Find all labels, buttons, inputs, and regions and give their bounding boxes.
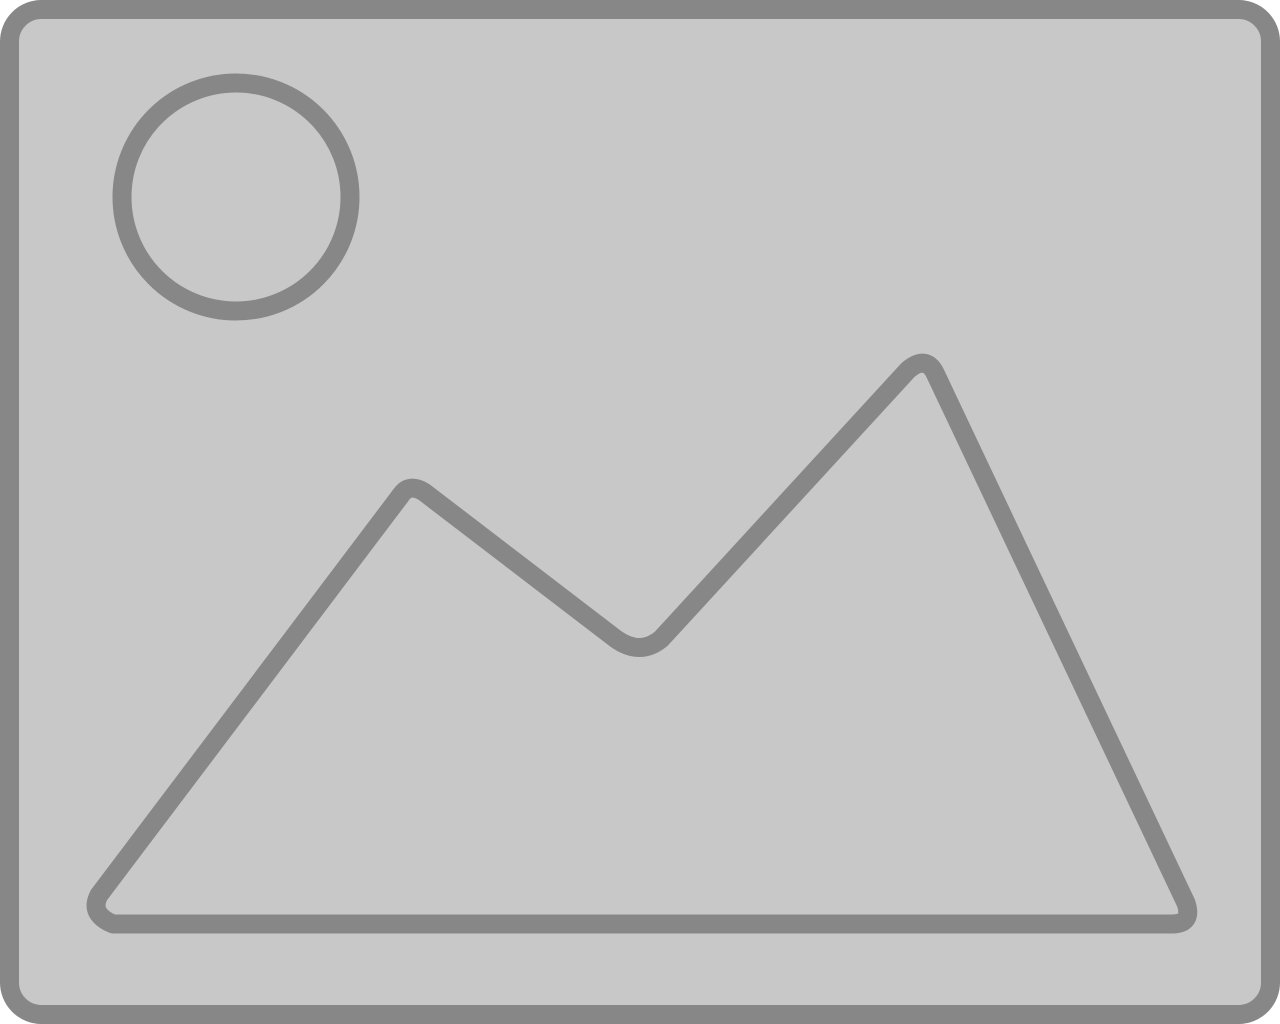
sun-circle-icon — [112, 73, 360, 321]
mountain-range-icon — [86, 353, 1198, 934]
